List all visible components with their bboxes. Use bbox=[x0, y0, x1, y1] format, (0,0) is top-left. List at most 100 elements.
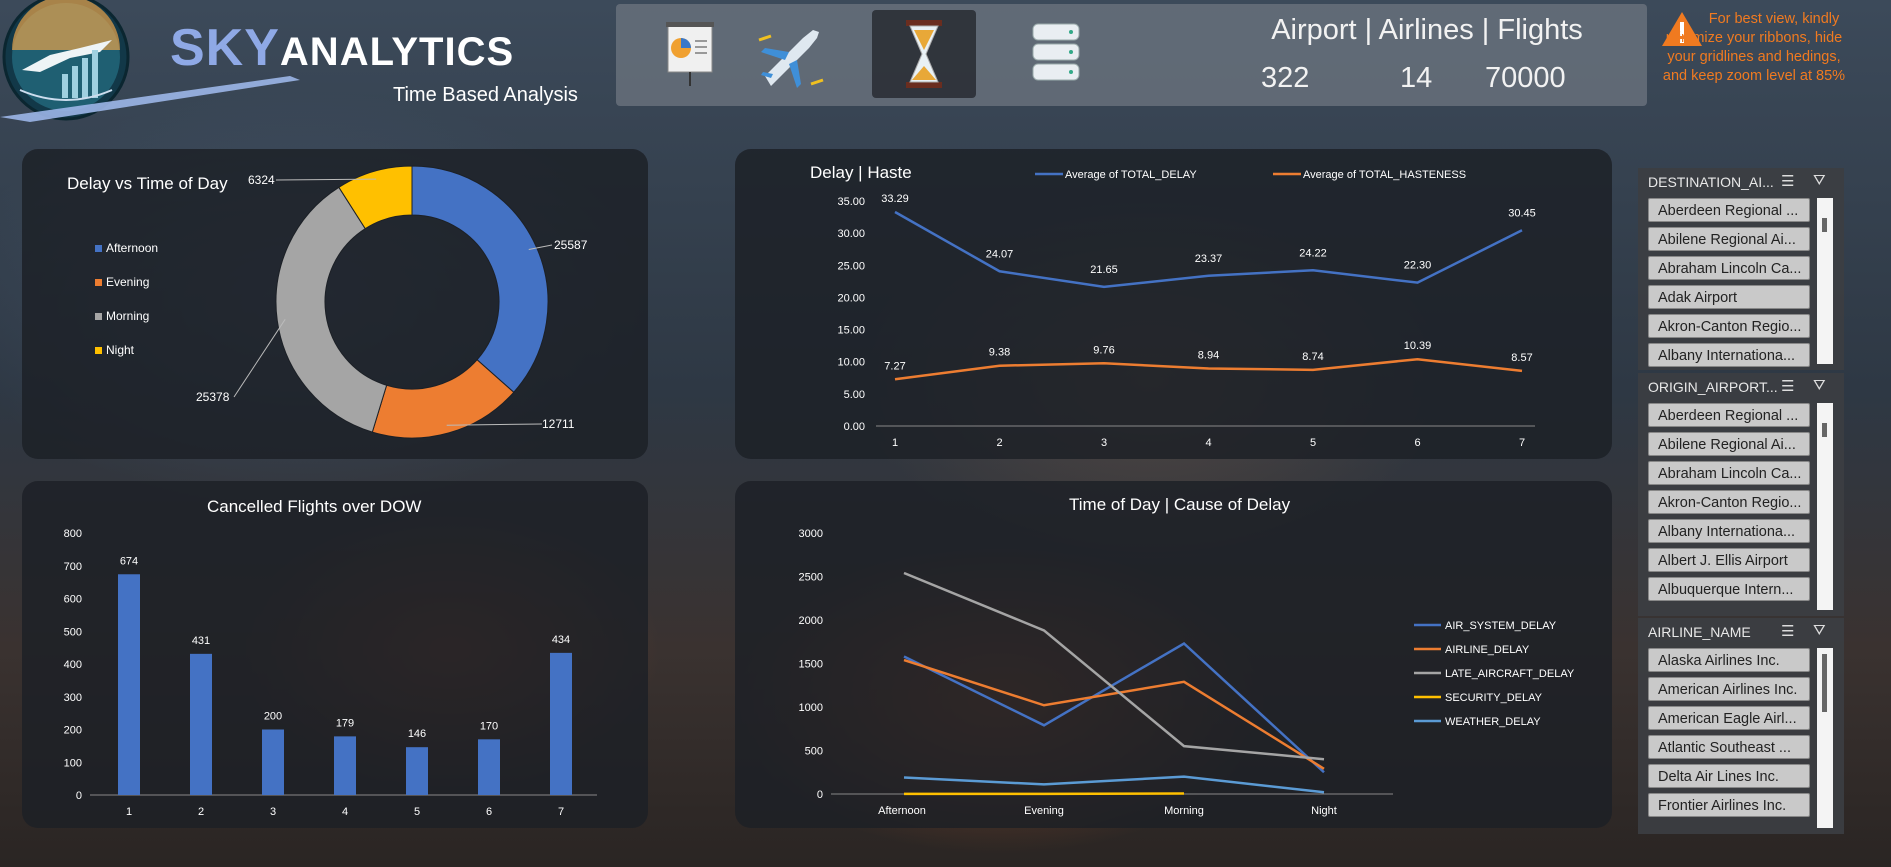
leader-line bbox=[275, 178, 377, 181]
y-tick-label: 2000 bbox=[799, 615, 823, 627]
legend-swatch bbox=[95, 245, 102, 252]
brand-swoosh bbox=[0, 76, 300, 122]
clear-filter-icon[interactable]: ⛛ bbox=[1813, 377, 1826, 394]
view-notice: For best view, kindly minimize your ribb… bbox=[1660, 10, 1848, 86]
slicer-item[interactable]: Adak Airport bbox=[1648, 285, 1810, 309]
slicer-item[interactable]: Abilene Regional Ai... bbox=[1648, 432, 1810, 456]
x-tick-label: 5 bbox=[1310, 437, 1316, 449]
clear-filter-icon[interactable]: ⛛ bbox=[1813, 622, 1826, 639]
y-tick-label: 300 bbox=[64, 692, 82, 704]
slicer-item[interactable]: Abilene Regional Ai... bbox=[1648, 227, 1810, 251]
multi-select-icon[interactable]: ☰ bbox=[1781, 173, 1795, 190]
donut-slice-morning bbox=[275, 186, 388, 433]
scrollbar[interactable] bbox=[1817, 648, 1833, 828]
data-label: 8.94 bbox=[1198, 350, 1219, 362]
y-tick-label: 1000 bbox=[799, 702, 823, 714]
x-tick-label: 7 bbox=[1519, 437, 1525, 449]
slicer-item[interactable]: Frontier Airlines Inc. bbox=[1648, 793, 1810, 817]
slicer-title: AIRLINE_NAME bbox=[1648, 624, 1751, 640]
data-label: 33.29 bbox=[881, 193, 909, 205]
slicer-item[interactable]: Abraham Lincoln Ca... bbox=[1648, 461, 1810, 485]
donut-slice-night bbox=[338, 165, 413, 230]
data-label: 25587 bbox=[554, 238, 588, 252]
slicer-item[interactable]: American Eagle Airl... bbox=[1648, 706, 1810, 730]
data-label: 9.76 bbox=[1093, 344, 1114, 356]
x-tick-label: 7 bbox=[558, 806, 564, 818]
y-tick-label: 30.00 bbox=[837, 228, 865, 240]
legend-label: Afternoon bbox=[106, 241, 158, 255]
multi-select-icon[interactable]: ☰ bbox=[1781, 623, 1795, 640]
x-tick-label: 1 bbox=[126, 806, 132, 818]
bar-day-2 bbox=[190, 653, 212, 795]
stats-labels: Airport | Airlines | Flights bbox=[1271, 14, 1583, 46]
data-label: 12711 bbox=[542, 417, 575, 431]
multi-select-icon[interactable]: ☰ bbox=[1781, 378, 1795, 395]
slicer-item[interactable]: Albert J. Ellis Airport bbox=[1648, 548, 1810, 572]
slicer-item[interactable]: Albany Internationa... bbox=[1648, 519, 1810, 543]
slicer-item[interactable]: Alaska Airlines Inc. bbox=[1648, 648, 1810, 672]
nav-data-button[interactable] bbox=[1003, 10, 1107, 98]
chart-title: Delay vs Time of Day bbox=[67, 174, 228, 193]
bar-day-7 bbox=[550, 652, 572, 795]
nav-airline-button[interactable] bbox=[741, 10, 845, 98]
legend-label: Night bbox=[106, 343, 135, 357]
data-label: 431 bbox=[192, 635, 210, 647]
slicer-item[interactable]: Akron-Canton Regio... bbox=[1648, 314, 1810, 338]
flight-count: 70000 bbox=[1485, 62, 1566, 94]
airplane-icon bbox=[758, 30, 824, 88]
slicer-item[interactable]: Albany Internationa... bbox=[1648, 343, 1810, 367]
data-label: 6324 bbox=[248, 173, 275, 187]
x-tick-label: 6 bbox=[1414, 437, 1420, 449]
legend-label: AIR_SYSTEM_DELAY bbox=[1445, 620, 1557, 632]
slicer-title: DESTINATION_AI... bbox=[1648, 174, 1774, 190]
data-label: 22.30 bbox=[1404, 260, 1432, 272]
logo bbox=[0, 0, 135, 122]
slicer-item[interactable]: Delta Air Lines Inc. bbox=[1648, 764, 1810, 788]
series-line-late-aircraft-delay bbox=[903, 571, 1325, 761]
data-label: 8.57 bbox=[1511, 352, 1532, 364]
panel-delay-haste: Delay | Haste 0.00 5.00 10.00 15.00 20.00 25.… bbox=[735, 149, 1612, 459]
slicer-item[interactable]: Abraham Lincoln Ca... bbox=[1648, 256, 1810, 280]
x-tick-label: Morning bbox=[1164, 805, 1204, 817]
x-tick-label: 1 bbox=[892, 437, 898, 449]
y-tick-label: 100 bbox=[64, 757, 82, 769]
slicer-item[interactable]: Aberdeen Regional ... bbox=[1648, 403, 1810, 427]
scrollbar-thumb[interactable] bbox=[1822, 423, 1827, 437]
y-tick-label: 200 bbox=[64, 725, 82, 737]
scrollbar-thumb[interactable] bbox=[1822, 654, 1827, 712]
slicer-item[interactable]: Akron-Canton Regio... bbox=[1648, 490, 1810, 514]
data-label: 24.07 bbox=[986, 248, 1014, 260]
database-icon bbox=[1032, 23, 1080, 81]
slicer-item[interactable]: Aberdeen Regional ... bbox=[1648, 198, 1810, 222]
legend-label: Average of TOTAL_DELAY bbox=[1065, 169, 1197, 181]
slicer-item[interactable]: Albuquerque Intern... bbox=[1648, 577, 1810, 601]
y-tick-label: 800 bbox=[64, 528, 82, 540]
legend-label: Average of TOTAL_HASTENESS bbox=[1303, 169, 1466, 181]
bar-day-3 bbox=[262, 729, 284, 795]
warning-icon bbox=[1662, 12, 1702, 46]
slicer-item[interactable]: American Airlines Inc. bbox=[1648, 677, 1810, 701]
legend-swatch bbox=[95, 279, 102, 286]
data-label: 10.39 bbox=[1404, 340, 1432, 352]
data-label: 23.37 bbox=[1195, 253, 1223, 265]
panel-delay-time-of-day: Delay vs Time of Day 25587 12711 25378 6324… bbox=[22, 149, 648, 459]
y-tick-label: 0 bbox=[817, 789, 823, 801]
slicer-item[interactable]: Atlantic Southeast ... bbox=[1648, 735, 1810, 759]
bar-day-4 bbox=[334, 736, 356, 795]
bar-day-6 bbox=[478, 739, 500, 795]
data-label: 30.45 bbox=[1508, 207, 1536, 219]
scrollbar-thumb[interactable] bbox=[1822, 218, 1827, 232]
nav-time-button[interactable] bbox=[872, 10, 976, 98]
x-tick-label: Evening bbox=[1024, 805, 1064, 817]
data-label: 170 bbox=[480, 720, 498, 732]
legend-label: WEATHER_DELAY bbox=[1445, 716, 1541, 728]
data-label: 25378 bbox=[196, 390, 230, 404]
scrollbar[interactable] bbox=[1817, 198, 1833, 364]
nav-dashboard-button[interactable] bbox=[638, 10, 742, 98]
scrollbar[interactable] bbox=[1817, 403, 1833, 610]
nav-bar: Airport | Airlines | Flights 322 14 7000… bbox=[616, 4, 1647, 106]
clear-filter-icon[interactable]: ⛛ bbox=[1813, 172, 1826, 189]
y-tick-label: 25.00 bbox=[837, 260, 865, 272]
data-label: 200 bbox=[264, 711, 282, 723]
donut-slice-afternoon bbox=[411, 165, 549, 393]
